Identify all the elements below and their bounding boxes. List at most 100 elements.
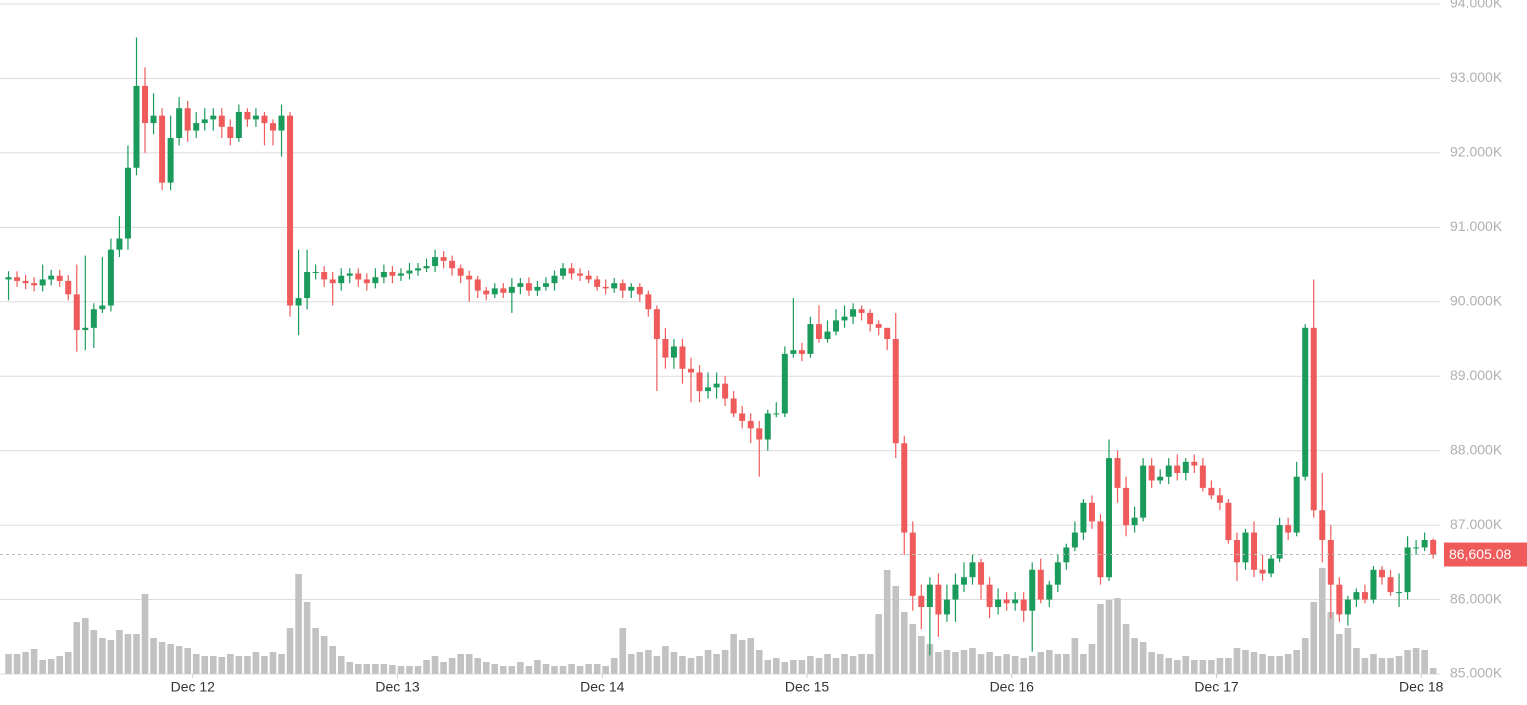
candle-body: [585, 275, 592, 280]
volume-bar: [261, 656, 268, 674]
volume-bar: [474, 658, 482, 674]
volume-bar: [1063, 654, 1070, 674]
volume-bar: [1105, 600, 1113, 674]
volume-bar: [1045, 650, 1053, 674]
volume-bar: [542, 664, 550, 674]
last-price-label: 86,605.08: [1449, 546, 1511, 562]
candle-body: [798, 350, 805, 354]
candle-body: [1216, 495, 1223, 503]
candle-body: [833, 320, 840, 332]
volume-bar: [730, 634, 737, 674]
volume-bar: [346, 662, 354, 674]
candle-body: [611, 283, 618, 289]
candle-body: [645, 294, 652, 310]
volume-bar: [1003, 654, 1010, 674]
candle-body: [1182, 461, 1189, 473]
volume-bar: [278, 654, 285, 674]
y-tick-label: 88.000K: [1450, 441, 1503, 457]
volume-bar: [909, 624, 917, 674]
volume-bar: [619, 628, 627, 674]
candle-body: [867, 312, 874, 325]
volume-bar: [227, 654, 234, 674]
volume-bar: [1037, 652, 1045, 674]
volume-bar: [107, 640, 115, 674]
volume-bar: [1395, 656, 1403, 674]
volume-bar: [900, 612, 908, 674]
volume-bar: [1318, 568, 1326, 674]
candle-body: [312, 272, 319, 273]
candle-body: [466, 275, 473, 280]
volume-bar: [448, 658, 456, 674]
candle-body: [1174, 465, 1181, 473]
volume-bar: [158, 642, 166, 674]
volume-bar: [1011, 656, 1019, 674]
candle-body: [355, 273, 362, 280]
candle-body: [440, 257, 447, 261]
candle-body: [1327, 540, 1334, 585]
volume-bar: [994, 656, 1002, 674]
candle-body: [1046, 584, 1053, 600]
candle-body: [406, 270, 413, 274]
candle-body: [363, 279, 370, 284]
candle-body: [397, 273, 404, 276]
y-tick-label: 90.000K: [1450, 292, 1503, 308]
candle-body: [39, 279, 46, 286]
candle-body: [133, 85, 140, 168]
candle-body: [653, 309, 660, 339]
candle-body: [1208, 487, 1215, 496]
y-tick-label: 89.000K: [1450, 367, 1503, 383]
volume-bar: [209, 656, 217, 674]
candle-body: [474, 279, 481, 291]
volume-bar: [312, 628, 319, 674]
volume-bar: [943, 650, 951, 674]
candle-body: [380, 272, 387, 278]
candle-body: [722, 383, 729, 399]
volume-bar: [1148, 652, 1155, 674]
candle-body: [432, 257, 439, 267]
candle-body: [1285, 525, 1292, 533]
volume-bar: [337, 656, 345, 674]
volume-bar: [986, 652, 993, 674]
candle-body: [56, 275, 63, 281]
volume-bar: [1404, 650, 1411, 674]
candle-body: [670, 346, 677, 358]
candle-body: [227, 126, 234, 138]
volume-bar: [1412, 648, 1420, 674]
candle-body: [107, 249, 114, 306]
candle-body: [551, 275, 558, 284]
candle-body: [1029, 569, 1036, 611]
candle-body: [1097, 521, 1104, 578]
candle-body: [602, 286, 609, 289]
candle-body: [952, 584, 959, 600]
volume-bar: [773, 658, 780, 674]
volume-bar: [414, 666, 422, 674]
volume-bar: [116, 630, 123, 674]
volume-bar: [13, 654, 21, 674]
volume-bar: [576, 666, 584, 674]
volume-bar: [807, 656, 814, 674]
volume-bar: [64, 652, 72, 674]
volume-bar: [593, 664, 601, 674]
volume-bar: [354, 664, 362, 674]
volume-bar: [82, 618, 89, 674]
candle-body: [1336, 584, 1343, 615]
candle-body: [517, 283, 524, 287]
candle-body: [48, 275, 55, 280]
volume-bar: [534, 660, 541, 674]
volume-bar: [1071, 638, 1079, 674]
volume-bar: [184, 648, 191, 674]
candle-body: [1293, 476, 1300, 533]
candle-body: [978, 562, 985, 585]
candle-body: [926, 584, 933, 607]
volume-bar: [1370, 654, 1377, 674]
candle-body: [560, 268, 567, 276]
volume-bar: [431, 656, 439, 674]
volume-bar: [1310, 602, 1318, 674]
candle-body: [995, 599, 1002, 607]
candle-body: [1413, 547, 1420, 549]
candle-body: [577, 273, 584, 276]
volume-bar: [738, 640, 746, 674]
volume-bar: [1028, 656, 1036, 674]
candle-body: [1165, 465, 1172, 477]
candle-body: [628, 286, 635, 291]
